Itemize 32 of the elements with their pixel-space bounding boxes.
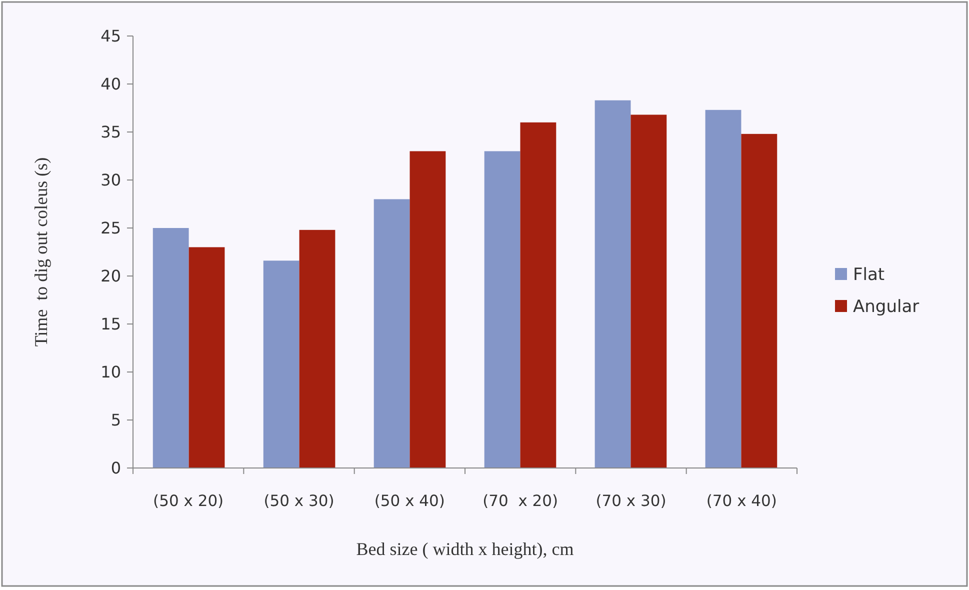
bar [410,151,446,468]
y-axis-title: Time to dig out coleus (s) [31,157,51,347]
y-tick-label: 40 [100,74,121,94]
bar [299,230,336,468]
bar [594,100,631,468]
legend-label: Angular [853,296,920,317]
y-tick-label: 45 [100,26,121,46]
x-tick-label: (50 x 40) [374,492,445,510]
y-tick-label: 10 [100,362,121,382]
bar [630,114,667,468]
x-tick-label: (50 x 20) [153,492,224,510]
bar [374,199,410,468]
bar [263,260,300,468]
y-tick-label: 0 [110,458,121,478]
bar [741,134,778,468]
y-tick-label: 25 [100,218,121,238]
x-tick-label: (70 x 40) [706,492,777,510]
bar [520,122,556,468]
x-axis-title: Bed size ( width x height), cm [356,539,574,559]
bar [484,151,520,468]
x-tick-label: (50 x 30) [264,492,334,510]
bar [188,247,225,468]
bar [152,228,189,468]
y-tick-label: 20 [100,266,121,286]
y-tick-label: 15 [100,314,121,334]
bar [705,110,742,468]
x-tick-label: (70 x 20) [482,492,558,510]
y-tick-label: 35 [100,122,121,142]
y-tick-label: 30 [100,170,121,190]
legend-label: Flat [853,264,885,285]
x-tick-label: (70 x 30) [596,492,666,510]
y-tick-label: 5 [110,410,121,430]
